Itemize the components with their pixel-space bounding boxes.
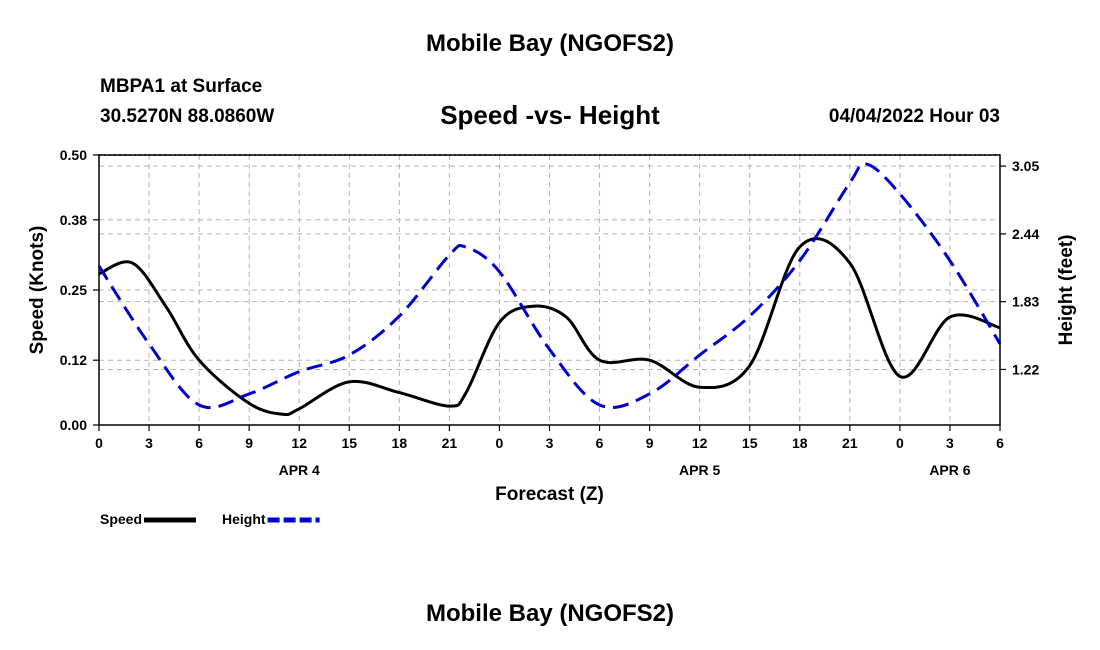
y-tick-label: 0.12	[60, 352, 87, 368]
series-line-height	[97, 162, 1002, 410]
x-tick-label: 12	[692, 435, 708, 451]
legend-label-speed: Speed	[100, 511, 142, 527]
station-coordinates: 30.5270N 88.0860W	[100, 106, 275, 127]
y-tick-label: 0.50	[60, 147, 87, 163]
legend-label-height: Height	[222, 511, 266, 527]
x-tick-label: 21	[442, 435, 458, 451]
axis-layer: 0 3 6 9 12 15 18 21 0 3 6 9 12 15 18 21 0 3 6 0.00 0.12 0.25 0…	[27, 147, 1077, 505]
station-label: MBPA1 at Surface	[100, 76, 263, 97]
date-label: APR 4	[279, 462, 320, 478]
y-tick-label: 0.38	[60, 212, 87, 228]
y2-tick-label: 1.83	[1012, 294, 1039, 310]
y2-axis-title: Height (feet)	[1056, 235, 1077, 346]
y-axis-title: Speed (Knots)	[27, 226, 48, 355]
x-tick-label: 6	[195, 435, 203, 451]
y-tick-label: 0.00	[60, 417, 87, 433]
forecast-datetime: 04/04/2022 Hour 03	[828, 106, 1000, 127]
x-tick-label: 9	[646, 435, 654, 451]
x-axis-title: Forecast (Z)	[495, 484, 604, 505]
y2-tick-label: 3.05	[1012, 158, 1039, 174]
x-tick-label: 0	[896, 435, 904, 451]
chart-main-title: Mobile Bay (NGOFS2)	[425, 30, 675, 57]
chart-subtitle: Speed -vs- Height	[440, 100, 660, 130]
date-label: APR 6	[929, 462, 970, 478]
series-layer	[97, 162, 1002, 416]
x-tick-label: 15	[341, 435, 357, 451]
y-tick-label: 0.25	[60, 282, 87, 298]
y2-tick-label: 1.22	[1012, 361, 1039, 377]
x-tick-label: 18	[792, 435, 808, 451]
x-tick-label: 9	[245, 435, 253, 451]
footer-title: Mobile Bay (NGOFS2)	[425, 600, 675, 627]
x-tick-label: 3	[546, 435, 554, 451]
x-tick-label: 0	[95, 435, 103, 451]
x-tick-label: 3	[145, 435, 153, 451]
series-line-speed	[98, 237, 1001, 416]
x-tick-label: 0	[496, 435, 504, 451]
x-tick-label: 15	[742, 435, 758, 451]
y2-tick-label: 2.44	[1012, 226, 1039, 242]
x-tick-label: 18	[392, 435, 408, 451]
x-tick-label: 6	[596, 435, 604, 451]
grid-layer	[99, 155, 1000, 425]
x-tick-label: 6	[996, 435, 1004, 451]
x-tick-label: 12	[291, 435, 307, 451]
legend-layer: Speed Height	[100, 511, 320, 527]
x-tick-label: 21	[842, 435, 858, 451]
x-tick-label: 3	[946, 435, 954, 451]
date-label: APR 5	[679, 462, 720, 478]
